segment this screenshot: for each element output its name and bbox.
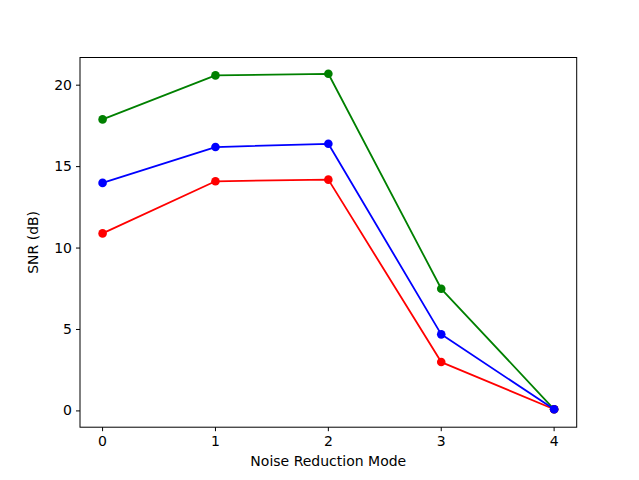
data-point-green-series-2 (324, 69, 333, 78)
y-tick-label: 5 (63, 321, 72, 337)
y-tick-label: 15 (54, 158, 72, 174)
data-point-green-series-3 (437, 284, 446, 293)
data-point-red-series-3 (437, 358, 446, 367)
data-point-red-series-2 (324, 175, 333, 184)
y-tick-label: 10 (54, 240, 72, 256)
plot-frame (80, 58, 577, 428)
data-point-red-series-0 (98, 229, 107, 238)
y-axis-label: SNR (dB) (25, 211, 41, 274)
x-tick-label: 1 (211, 433, 220, 449)
data-point-green-series-1 (211, 71, 220, 80)
x-axis-label: Noise Reduction Mode (250, 453, 406, 469)
data-point-blue-series-2 (324, 140, 333, 149)
data-point-blue-series-0 (98, 179, 107, 188)
x-tick-label: 3 (437, 433, 446, 449)
data-point-red-series-1 (211, 177, 220, 186)
data-point-blue-series-1 (211, 143, 220, 152)
figure: 0 1 2 3 4 0 5 10 15 20 Noise Reduction Mode SNR (… (0, 0, 639, 480)
x-tick-label: 4 (550, 433, 559, 449)
plot-area: 0 1 2 3 4 0 5 10 15 20 (54, 58, 577, 450)
data-point-blue-series-3 (437, 330, 446, 339)
line-chart: 0 1 2 3 4 0 5 10 15 20 Noise Reduction Mode SNR (… (0, 0, 639, 480)
y-tick-label: 20 (54, 77, 72, 93)
data-point-green-series-0 (98, 115, 107, 124)
x-tick-label: 0 (98, 433, 107, 449)
y-tick-label: 0 (63, 402, 72, 418)
data-point-blue-series-4 (550, 405, 559, 414)
x-tick-label: 2 (324, 433, 333, 449)
